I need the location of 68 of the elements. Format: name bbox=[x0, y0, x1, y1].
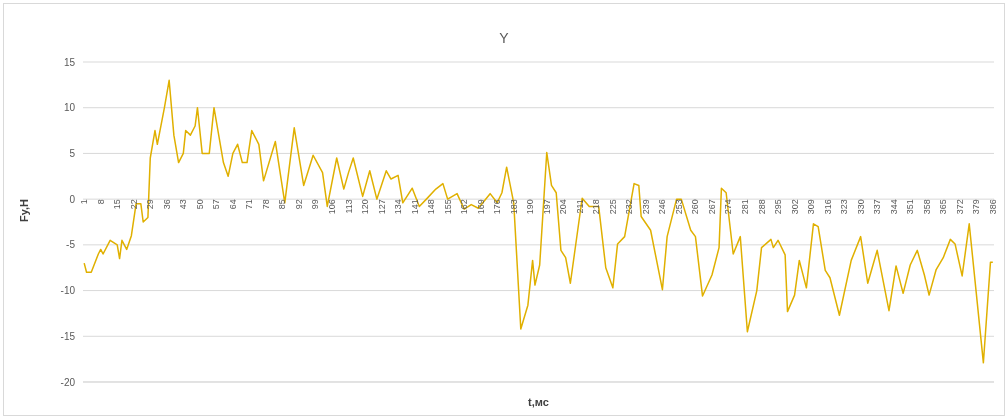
x-tick-label: 316 bbox=[822, 199, 833, 215]
x-tick-label: 274 bbox=[723, 199, 734, 215]
x-tick-label: 85 bbox=[277, 199, 288, 210]
x-tick-label: 64 bbox=[227, 199, 238, 210]
y-tick-label: -20 bbox=[60, 376, 76, 388]
y-tick-label: 15 bbox=[63, 56, 76, 68]
x-tick-label: 260 bbox=[690, 199, 701, 215]
y-tick-label: -10 bbox=[60, 285, 76, 297]
x-tick-label: 337 bbox=[872, 199, 883, 215]
x-tick-label: 372 bbox=[954, 199, 965, 215]
x-tick-label: 78 bbox=[260, 199, 271, 210]
x-tick-label: 344 bbox=[888, 199, 899, 215]
x-tick-label: 43 bbox=[178, 199, 189, 210]
x-tick-label: 71 bbox=[244, 199, 255, 210]
x-tick-label: 295 bbox=[773, 199, 784, 215]
x-tick-label: 386 bbox=[987, 199, 998, 215]
x-tick-label: 246 bbox=[657, 199, 668, 215]
x-tick-label: 218 bbox=[591, 199, 602, 215]
x-tick-label: 176 bbox=[492, 199, 503, 215]
x-tick-label: 29 bbox=[145, 199, 156, 210]
x-tick-label: 113 bbox=[343, 199, 354, 214]
x-tick-label: 50 bbox=[194, 199, 205, 210]
x-tick-label: 232 bbox=[624, 199, 635, 215]
x-tick-label: 281 bbox=[740, 199, 751, 215]
x-tick-label: 267 bbox=[706, 199, 717, 215]
y-tick-label: 0 bbox=[69, 193, 76, 205]
chart-title: Y bbox=[498, 30, 510, 46]
x-tick-label: 8 bbox=[95, 199, 106, 205]
x-tick-label: 134 bbox=[393, 199, 404, 215]
x-tick-label: 92 bbox=[293, 199, 304, 210]
x-tick-label: 197 bbox=[541, 199, 552, 215]
x-tick-label: 99 bbox=[310, 199, 321, 210]
x-tick-label: 106 bbox=[326, 199, 337, 215]
x-tick-label: 204 bbox=[558, 199, 569, 215]
x-tick-label: 22 bbox=[128, 199, 139, 210]
x-tick-label: 302 bbox=[789, 199, 800, 215]
x-tick-label: 162 bbox=[459, 199, 470, 215]
x-tick-label: 36 bbox=[161, 199, 172, 210]
x-axis-title: t,мс bbox=[528, 396, 549, 408]
x-tick-label: 365 bbox=[938, 199, 949, 215]
x-tick-label: 379 bbox=[971, 199, 982, 215]
x-tick-label: 169 bbox=[475, 199, 486, 215]
x-tick-label: 155 bbox=[442, 199, 453, 215]
x-tick-label: 309 bbox=[806, 199, 817, 215]
x-tick-label: 190 bbox=[525, 199, 536, 215]
x-tick-label: 239 bbox=[640, 199, 651, 215]
x-tick-label: 358 bbox=[921, 199, 932, 215]
x-tick-label: 351 bbox=[905, 199, 916, 215]
x-tick-label: 141 bbox=[409, 199, 420, 215]
line-series bbox=[83, 79, 994, 364]
y-tick-label: -5 bbox=[66, 239, 76, 251]
y-tick-label: 10 bbox=[63, 102, 76, 114]
y-tick-label: 5 bbox=[69, 147, 76, 159]
x-tick-label: 288 bbox=[756, 199, 767, 215]
x-tick-label: 57 bbox=[211, 199, 222, 210]
x-tick-label: 127 bbox=[376, 199, 387, 215]
x-tick-label: 148 bbox=[426, 199, 437, 215]
y-tick-label: -15 bbox=[60, 330, 76, 342]
x-tick-label: 15 bbox=[112, 199, 123, 210]
x-tick-label: 225 bbox=[607, 199, 618, 215]
x-tick-label: 323 bbox=[839, 199, 850, 215]
x-tick-label: 1 bbox=[79, 199, 90, 205]
x-tick-label: 330 bbox=[855, 199, 866, 215]
x-tick-label: 211 bbox=[574, 199, 585, 214]
x-tick-label: 120 bbox=[360, 199, 371, 215]
y-axis-title: Fy,H bbox=[17, 198, 30, 222]
x-tick-label: 253 bbox=[673, 199, 684, 215]
x-tick-label: 183 bbox=[508, 199, 519, 215]
